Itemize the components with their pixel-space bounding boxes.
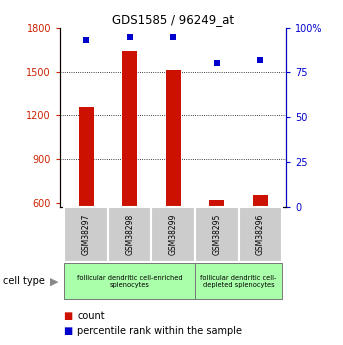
Bar: [108, 207, 152, 262]
Bar: [253, 195, 268, 207]
Bar: [195, 207, 238, 262]
Text: follicular dendritic cell-enriched
splenocytes: follicular dendritic cell-enriched splen…: [77, 275, 182, 288]
Text: GSM38299: GSM38299: [169, 214, 178, 255]
Point: [83, 37, 89, 43]
Text: GSM38296: GSM38296: [256, 214, 265, 255]
Bar: [122, 51, 137, 207]
Point: [258, 57, 263, 63]
Point: [214, 61, 220, 66]
Text: GSM38298: GSM38298: [125, 214, 134, 255]
Bar: [195, 263, 282, 299]
Text: count: count: [77, 311, 105, 321]
Text: ▶: ▶: [50, 276, 58, 286]
Bar: [238, 207, 282, 262]
Text: follicular dendritic cell-
depleted splenocytes: follicular dendritic cell- depleted sple…: [200, 275, 277, 288]
Text: GSM38297: GSM38297: [82, 214, 91, 255]
Point: [127, 34, 132, 39]
Bar: [152, 207, 195, 262]
Bar: [79, 107, 94, 207]
Text: GSM38295: GSM38295: [212, 214, 221, 255]
Bar: [64, 263, 195, 299]
Point: [170, 34, 176, 39]
Text: ■: ■: [63, 311, 73, 321]
Title: GDS1585 / 96249_at: GDS1585 / 96249_at: [112, 13, 234, 27]
Text: cell type: cell type: [3, 276, 45, 286]
Bar: [166, 70, 181, 207]
Bar: [209, 200, 224, 207]
Text: percentile rank within the sample: percentile rank within the sample: [77, 326, 242, 335]
Text: ■: ■: [63, 326, 73, 335]
Bar: [64, 207, 108, 262]
